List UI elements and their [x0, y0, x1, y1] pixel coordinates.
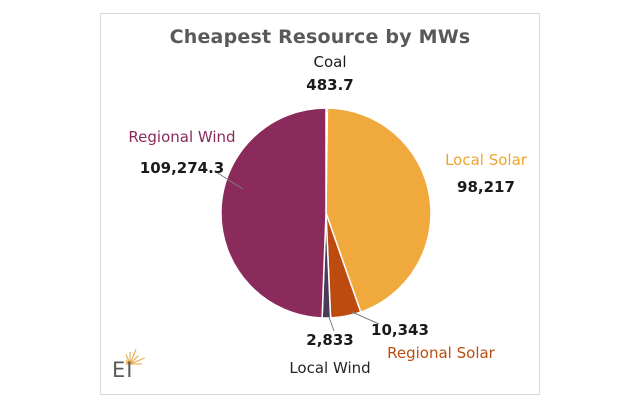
- slice-label-regional-wind: Regional Wind: [128, 128, 236, 146]
- leader-line-local-wind: [328, 316, 335, 332]
- pie-slice-local-solar: [325, 107, 432, 314]
- slice-label-coal: Coal: [313, 53, 347, 71]
- slice-value-local-wind: 2,833: [306, 331, 354, 349]
- leader-line-regional-wind: [215, 171, 244, 190]
- slice-value-regional-solar: 10,343: [371, 321, 429, 339]
- sunburst-icon: [126, 349, 145, 365]
- slice-value-coal: 483.7: [306, 76, 354, 94]
- pie-slice-regional-wind: [220, 107, 327, 319]
- slice-value-local-solar: 98,217: [457, 178, 515, 196]
- chart-title: Cheapest Resource by MWs: [169, 26, 471, 48]
- slice-label-local-solar: Local Solar: [445, 151, 527, 169]
- leader-line-regional-solar: [351, 311, 380, 325]
- slice-value-regional-wind: 109,274.3: [139, 159, 225, 177]
- slice-label-regional-solar: Regional Solar: [387, 344, 495, 362]
- slice-label-local-wind: Local Wind: [289, 359, 371, 377]
- ei-logo-text: EI: [112, 358, 134, 382]
- ei-logo: EI: [110, 338, 162, 388]
